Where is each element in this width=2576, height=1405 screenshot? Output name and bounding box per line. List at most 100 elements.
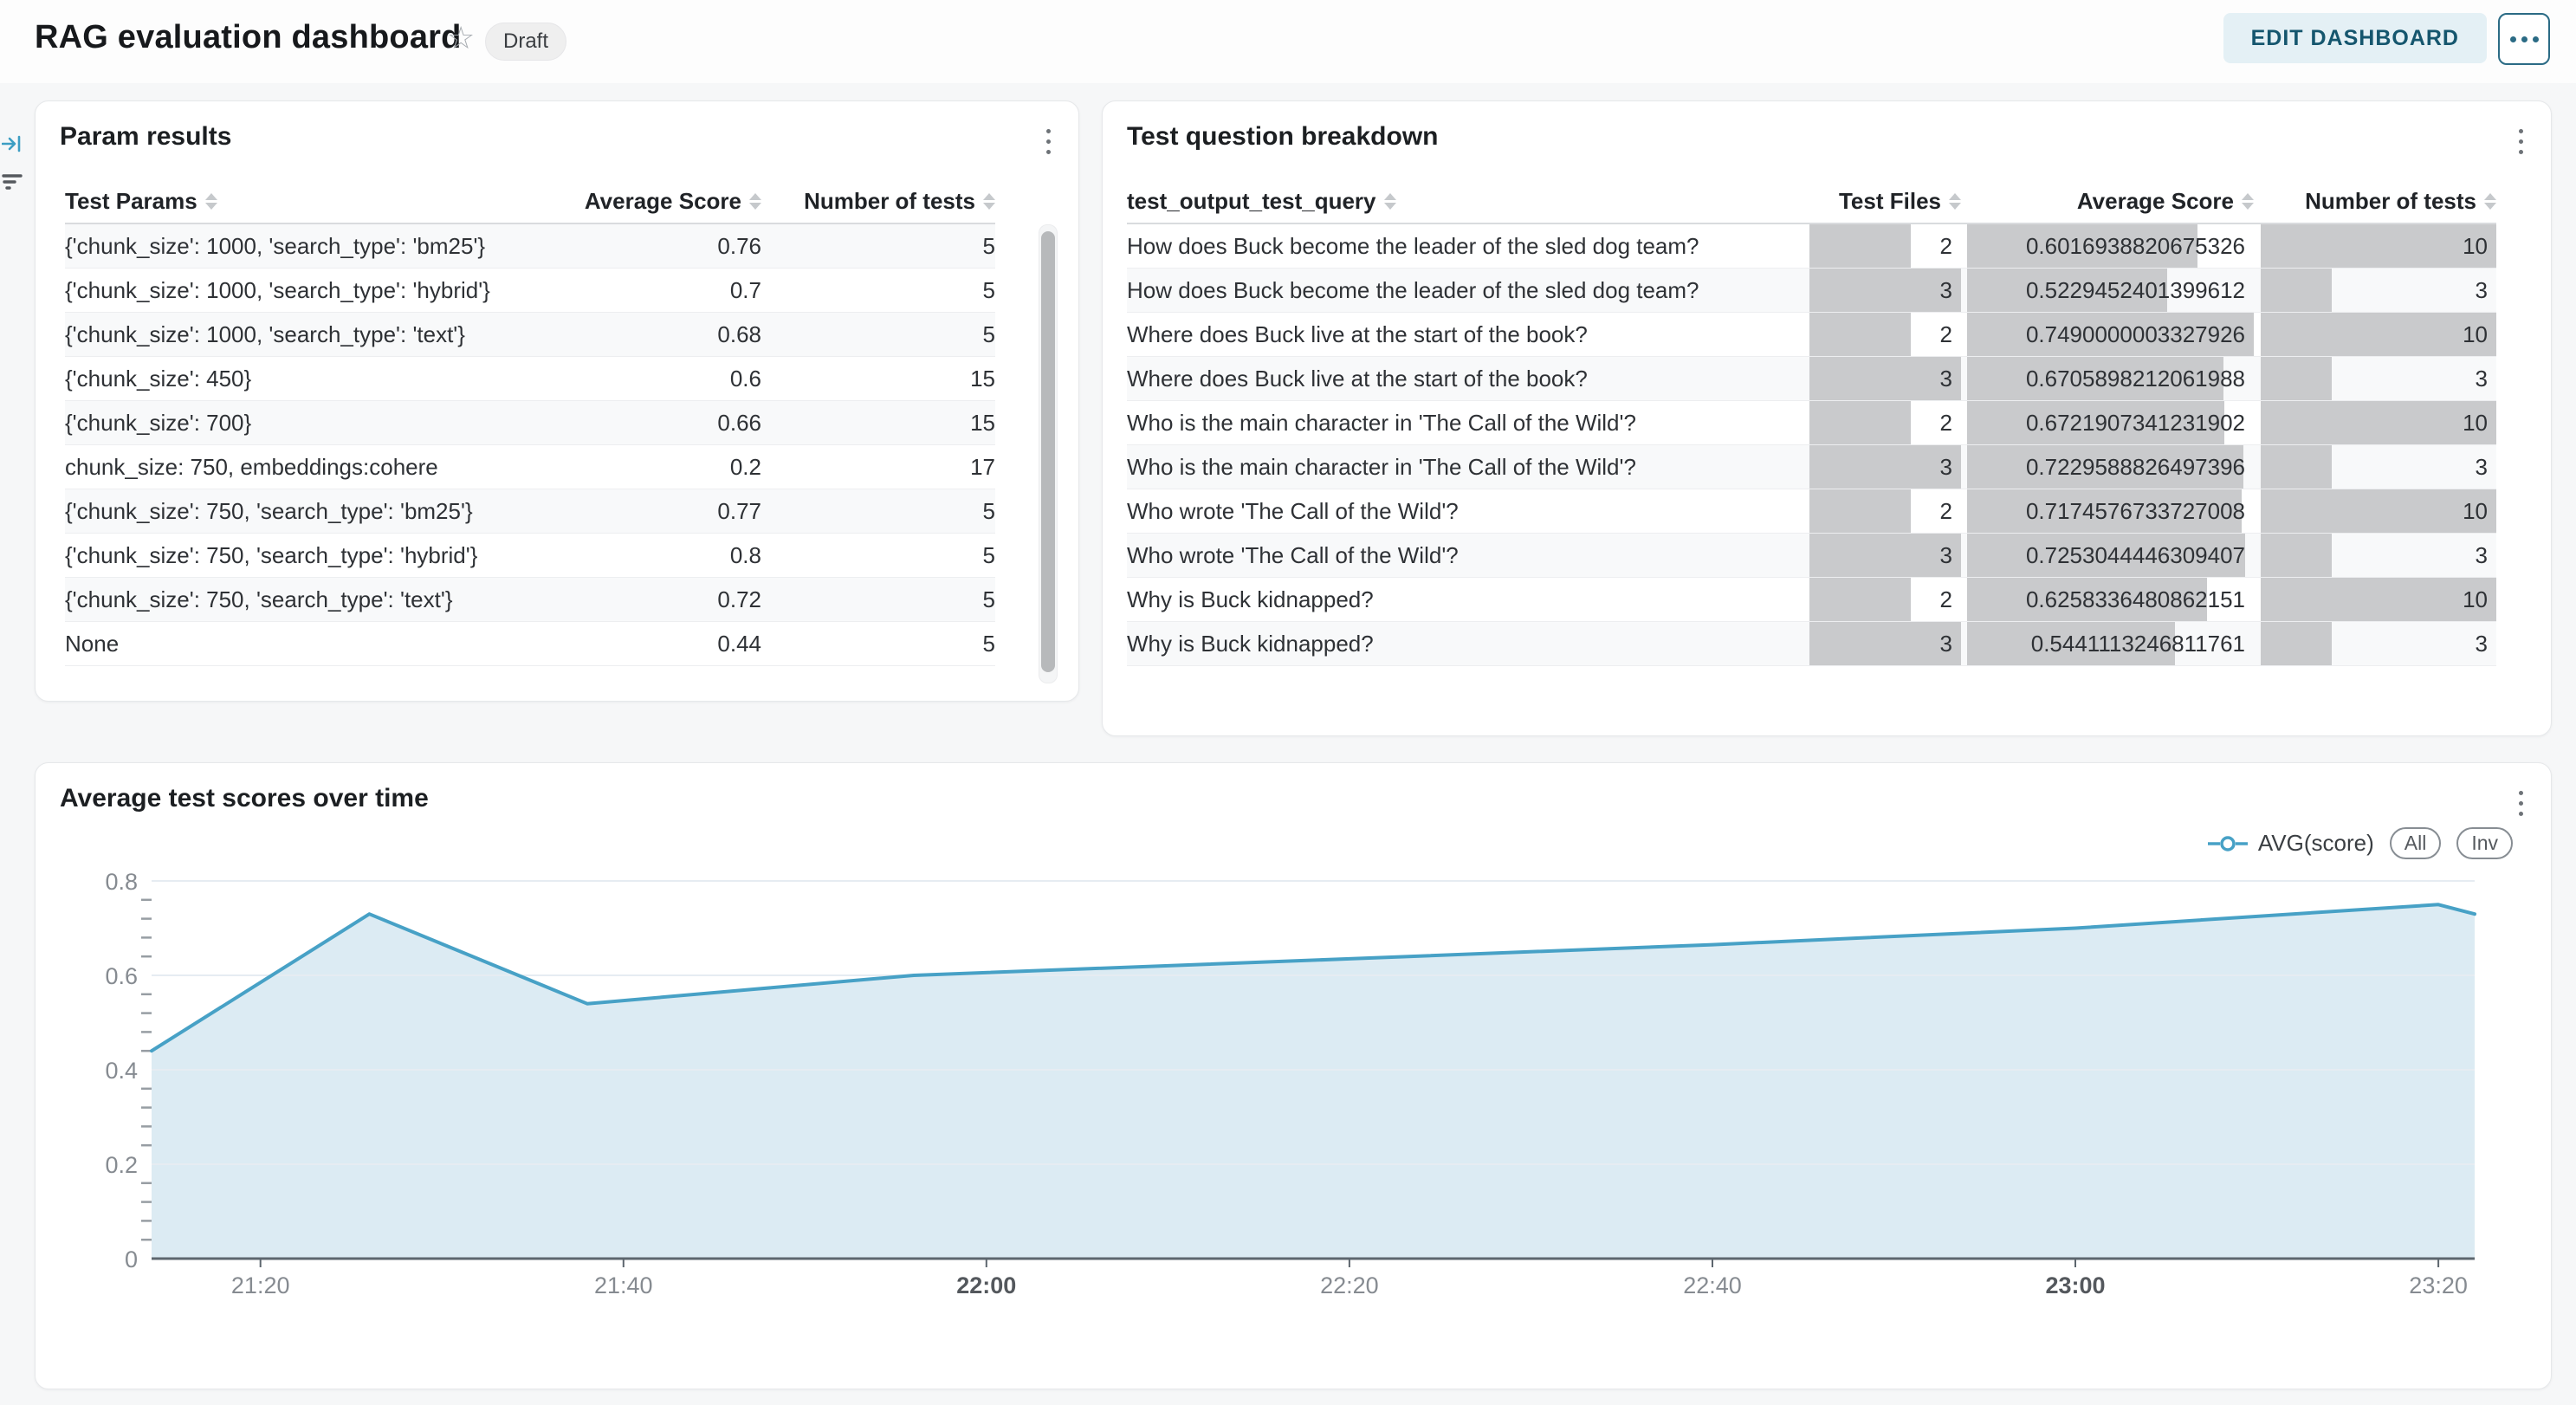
value-bar xyxy=(1967,224,2197,268)
sort-icon xyxy=(2242,192,2254,210)
legend-series-avg-score[interactable]: AVG(score) xyxy=(2207,830,2374,857)
value-bar xyxy=(2261,357,2332,400)
question-breakdown-row: How does Buck become the leader of the s… xyxy=(1127,224,2496,269)
test-params-cell: {'chunk_size': 1000, 'search_type': 'bm2… xyxy=(65,232,486,259)
number-of-tests-cell: 3 xyxy=(2261,445,2496,489)
test-params-cell: chunk_size: 750, embeddings:cohere xyxy=(65,453,438,480)
question-breakdown-row: Who wrote 'The Call of the Wild'? 2 0.7174… xyxy=(1127,489,2496,534)
average-score-cell: 0.7 xyxy=(729,276,761,303)
average-score-cell: 0.6016938820675326 xyxy=(1967,224,2254,268)
svg-text:21:40: 21:40 xyxy=(594,1272,653,1298)
param-results-table: Test Params Average Score Number of test… xyxy=(65,179,995,666)
number-of-tests-cell: 5 xyxy=(982,630,995,657)
question-breakdown-card: Test question breakdown test_output_test… xyxy=(1102,100,2552,736)
value-bar xyxy=(1809,534,1961,577)
value-bar xyxy=(2261,269,2332,312)
average-score-cell: 0.6721907341231902 xyxy=(1967,401,2254,444)
column-header-test-params[interactable]: Test Params xyxy=(65,188,545,215)
value-bar xyxy=(2261,401,2496,444)
number-of-tests-cell: 17 xyxy=(970,453,995,480)
value-bar xyxy=(1967,269,2168,312)
legend-inv-button[interactable]: Inv xyxy=(2456,827,2513,859)
test-params-cell: {'chunk_size': 1000, 'search_type': 'tex… xyxy=(65,320,465,347)
question-breakdown-row: How does Buck become the leader of the s… xyxy=(1127,269,2496,313)
number-of-tests-cell: 15 xyxy=(970,365,995,392)
param-results-table-body: {'chunk_size': 1000, 'search_type': 'bm2… xyxy=(65,224,995,666)
column-header-number-of-tests[interactable]: Number of tests xyxy=(2261,179,2496,223)
svg-text:22:20: 22:20 xyxy=(1320,1272,1379,1298)
value-bar xyxy=(1809,445,1961,489)
favorite-star-icon[interactable]: ☆ xyxy=(447,20,476,55)
test-files-cell: 2 xyxy=(1809,489,1961,533)
svg-text:0.8: 0.8 xyxy=(105,869,138,895)
line-chart: 0 0.2 0.4 0.6 0.8 21:20 21:40 22:00 22:20 22:40 23… xyxy=(105,869,2476,1298)
number-of-tests-cell: 3 xyxy=(2261,357,2496,400)
number-of-tests-cell: 10 xyxy=(2261,313,2496,356)
value-bar xyxy=(2261,224,2496,268)
question-breakdown-row: Who is the main character in 'The Call o… xyxy=(1127,401,2496,445)
edit-dashboard-button[interactable]: EDIT DASHBOARD xyxy=(2223,13,2487,63)
sort-icon xyxy=(983,192,995,210)
sort-icon xyxy=(749,192,761,210)
question-breakdown-row: Where does Buck live at the start of the… xyxy=(1127,313,2496,357)
number-of-tests-cell: 5 xyxy=(982,541,995,568)
column-header-average-score[interactable]: Average Score xyxy=(1967,179,2254,223)
test-params-cell: {'chunk_size': 750, 'search_type': 'text… xyxy=(65,586,453,612)
svg-text:23:20: 23:20 xyxy=(2409,1272,2468,1298)
param-results-row: {'chunk_size': 1000, 'search_type': 'tex… xyxy=(65,313,995,357)
value-bar xyxy=(1809,357,1961,400)
column-header-query[interactable]: test_output_test_query xyxy=(1127,188,1803,215)
legend-marker-icon xyxy=(2207,835,2248,851)
question-breakdown-title: Test question breakdown xyxy=(1127,122,1439,151)
chart-title: Average test scores over time xyxy=(60,784,429,813)
param-results-row: {'chunk_size': 700} 0.66 15 xyxy=(65,401,995,445)
param-results-title: Param results xyxy=(60,122,232,151)
filter-icon[interactable] xyxy=(2,172,23,192)
param-results-table-header: Test Params Average Score Number of test… xyxy=(65,179,995,224)
page-title: RAG evaluation dashboard xyxy=(35,19,462,55)
value-bar xyxy=(1967,622,2176,665)
value-bar xyxy=(1967,489,2243,533)
question-breakdown-menu-icon[interactable] xyxy=(2514,124,2528,159)
value-bar xyxy=(1967,534,2245,577)
sort-icon xyxy=(204,192,217,210)
expand-panel-icon[interactable] xyxy=(1,133,23,154)
svg-text:0: 0 xyxy=(125,1246,138,1272)
query-cell: Why is Buck kidnapped? xyxy=(1127,630,1374,657)
test-params-cell: {'chunk_size': 750, 'search_type': 'hybr… xyxy=(65,541,478,568)
query-cell: Who wrote 'The Call of the Wild'? xyxy=(1127,497,1459,524)
value-bar xyxy=(2261,313,2496,356)
svg-text:21:20: 21:20 xyxy=(231,1272,290,1298)
chart-card: Average test scores over time AVG(score)… xyxy=(35,762,2552,1389)
param-results-menu-icon[interactable] xyxy=(1041,124,1056,159)
average-score-cell: 0.5441113246811761 xyxy=(1967,622,2254,665)
number-of-tests-cell: 10 xyxy=(2261,489,2496,533)
svg-text:0.4: 0.4 xyxy=(105,1058,138,1084)
average-score-cell: 0.68 xyxy=(717,320,761,347)
query-cell: How does Buck become the leader of the s… xyxy=(1127,276,1699,303)
value-bar xyxy=(2261,622,2332,665)
column-header-test-files[interactable]: Test Files xyxy=(1809,179,1961,223)
value-bar xyxy=(1809,489,1911,533)
column-header-number-of-tests[interactable]: Number of tests xyxy=(761,188,995,215)
question-breakdown-row: Why is Buck kidnapped? 3 0.544111324681176… xyxy=(1127,622,2496,666)
test-params-cell: {'chunk_size': 450} xyxy=(65,365,252,392)
legend-all-button[interactable]: All xyxy=(2389,827,2442,859)
average-score-cell: 0.66 xyxy=(717,409,761,436)
query-cell: How does Buck become the leader of the s… xyxy=(1127,232,1699,259)
chart-menu-icon[interactable] xyxy=(2514,786,2528,821)
average-score-cell: 0.6258336480862151 xyxy=(1967,578,2254,621)
test-files-cell: 2 xyxy=(1809,578,1961,621)
scrollbar-thumb[interactable] xyxy=(1041,231,1055,672)
param-results-row: {'chunk_size': 1000, 'search_type': 'bm2… xyxy=(65,224,995,269)
test-files-cell: 2 xyxy=(1809,224,1961,268)
average-score-cell: 0.2 xyxy=(729,453,761,480)
chart-legend: AVG(score) All Inv xyxy=(2207,827,2513,859)
test-files-cell: 3 xyxy=(1809,445,1961,489)
number-of-tests-cell: 5 xyxy=(982,586,995,612)
more-options-button[interactable] xyxy=(2498,13,2550,65)
number-of-tests-cell: 5 xyxy=(982,497,995,524)
test-params-cell: {'chunk_size': 1000, 'search_type': 'hyb… xyxy=(65,276,490,303)
column-header-average-score[interactable]: Average Score xyxy=(545,188,761,215)
svg-text:0.6: 0.6 xyxy=(105,963,138,989)
